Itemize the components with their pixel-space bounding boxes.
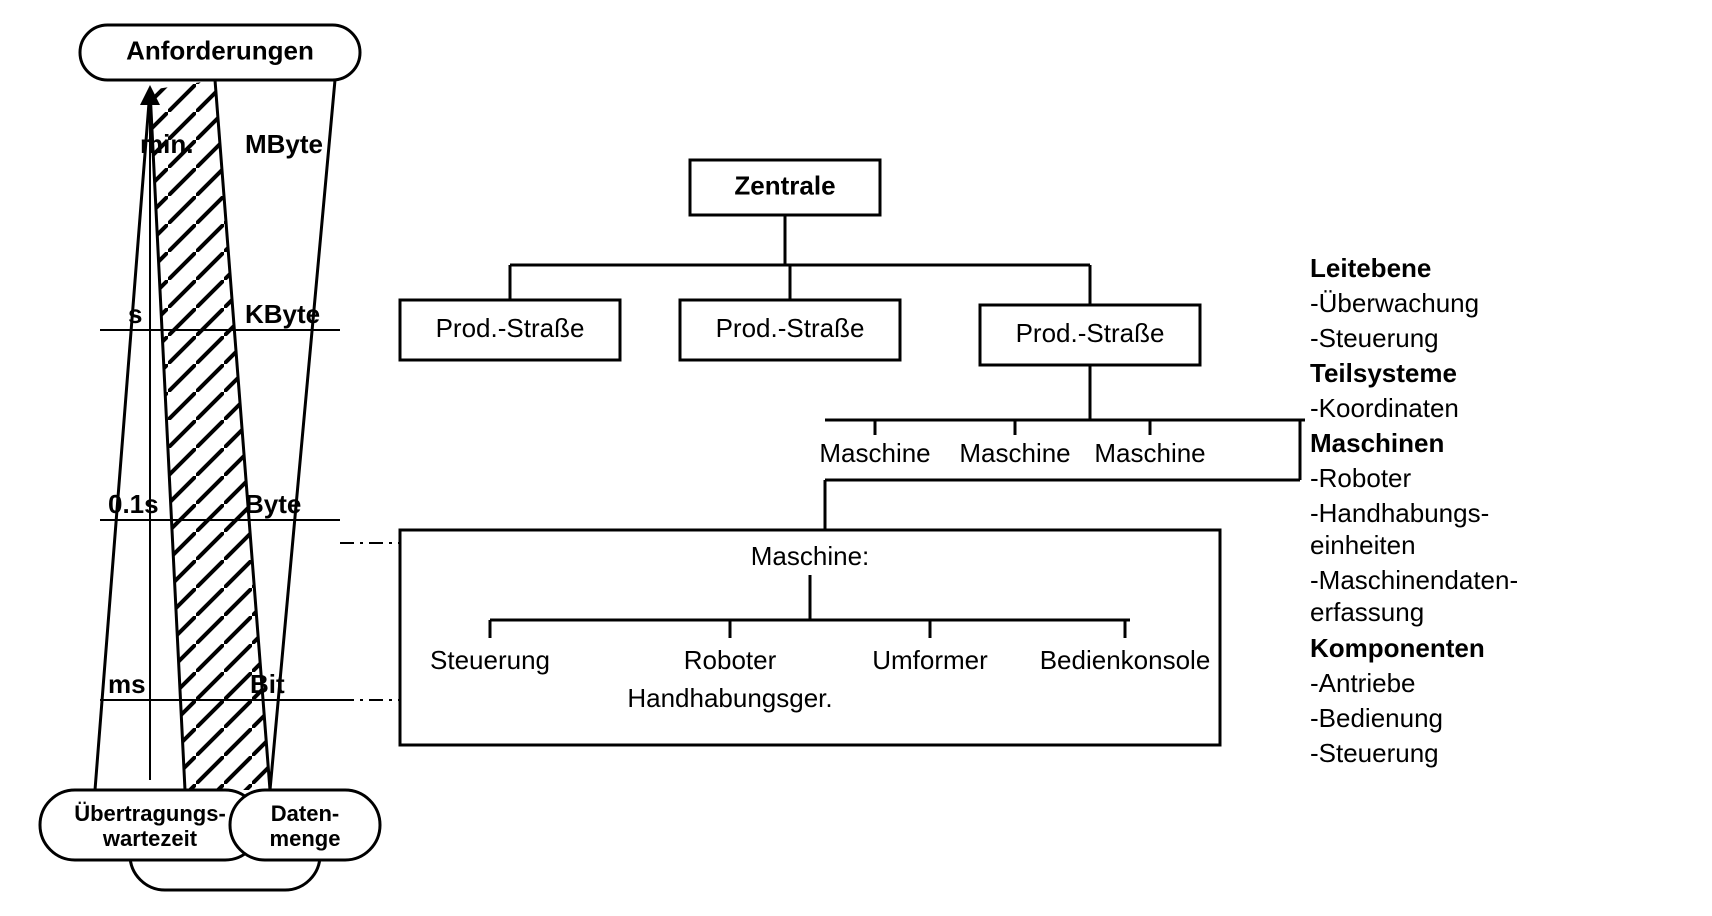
diagram-canvas: min. MByte s KByte 0.1s Byte ms Bit Anforderunge… [0,0,1712,916]
sidebar-line-13: -Bedienung [1310,703,1443,733]
sidebar-line-8: einheiten [1310,530,1416,560]
prod-label-0: Prod.-Straße [436,313,585,343]
right-scale-1: KByte [245,299,320,329]
datenmenge-l2: menge [270,826,341,851]
component-label-0: Steuerung [430,645,550,675]
sidebar-line-9: -Maschinendaten- [1310,565,1518,595]
maschine-label-0: Maschine [819,438,930,468]
sidebar-line-12: -Antriebe [1310,668,1416,698]
sidebar-line-0: Leitebene [1310,253,1431,283]
sidebar-line-5: Maschinen [1310,428,1444,458]
left-scale-2: 0.1s [108,489,159,519]
sidebar-line-14: -Steuerung [1310,738,1439,768]
maschine-label-1: Maschine [959,438,1070,468]
component-label-2: Handhabungsger. [627,683,832,713]
prod-label-2: Prod.-Straße [1016,318,1165,348]
maschine-title: Maschine: [751,541,870,571]
left-scale-0: min. [140,129,193,159]
right-scale-0: MByte [245,129,323,159]
sidebar-line-1: -Überwachung [1310,288,1479,318]
sidebar-line-7: -Handhabungs- [1310,498,1489,528]
sidebar-line-11: Komponenten [1310,633,1485,663]
maschine-label-2: Maschine [1094,438,1205,468]
anforderungen-label: Anforderungen [126,35,314,65]
component-label-4: Bedienkonsole [1040,645,1211,675]
prod-label-1: Prod.-Straße [716,313,865,343]
left-scale-3: ms [108,669,146,699]
left-scale-1: s [128,299,142,329]
sidebar-line-3: Teilsysteme [1310,358,1457,388]
component-label-1: Roboter [684,645,777,675]
uebertragung-l1: Übertragungs- [74,801,226,826]
zentrale-label: Zentrale [734,170,835,200]
component-label-3: Umformer [872,645,988,675]
right-scale-2: Byte [245,489,301,519]
datenmenge-l1: Daten- [271,801,339,826]
right-scale-3: Bit [250,669,285,699]
sidebar-line-4: -Koordinaten [1310,393,1459,423]
sidebar-line-2: -Steuerung [1310,323,1439,353]
sidebar-line-6: -Roboter [1310,463,1411,493]
uebertragung-l2: wartezeit [102,826,198,851]
sidebar-line-10: erfassung [1310,597,1424,627]
